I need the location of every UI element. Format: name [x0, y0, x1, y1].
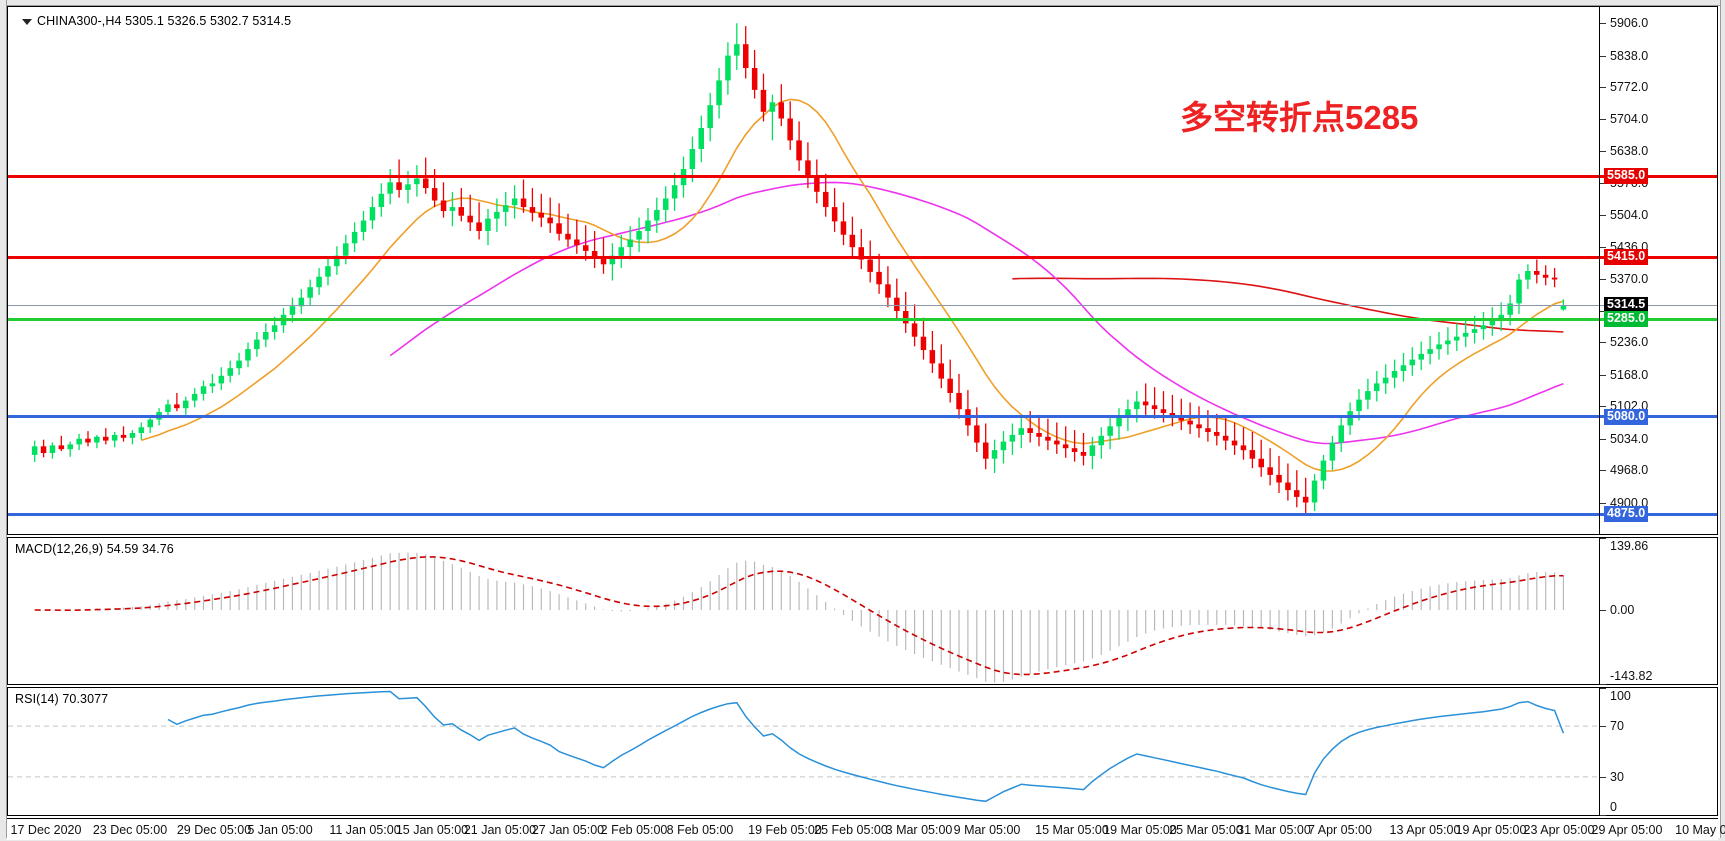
macd-tick-label: 0.00 — [1610, 602, 1635, 617]
time-axis-label: 2 Feb 05:00 — [600, 823, 668, 837]
price-tick-label: 5034.0 — [1610, 431, 1649, 446]
time-axis-label: 19 Feb 05:00 — [748, 823, 822, 837]
time-axis-label: 9 Mar 05:00 — [953, 823, 1021, 837]
chart-annotation: 多空转折点5285 — [1180, 99, 1419, 136]
price-tick — [1600, 183, 1606, 185]
window-frame-right — [1720, 0, 1725, 841]
time-axis-label: 23 Dec 05:00 — [92, 823, 168, 837]
rsi-plot-area — [8, 688, 1717, 815]
time-axis-label: 11 Jan 05:00 — [329, 823, 401, 837]
price-tick — [1600, 55, 1606, 57]
price-tick-label: 5906.0 — [1610, 16, 1649, 31]
price-tick — [1600, 278, 1606, 280]
level-line-5415[interactable] — [8, 255, 1717, 259]
time-axis-label: 19 Mar 05:00 — [1103, 823, 1177, 837]
price-tick — [1600, 342, 1606, 344]
price-tick-label: 5638.0 — [1610, 143, 1649, 158]
time-axis-label: 15 Mar 05:00 — [1035, 823, 1109, 837]
time-axis-label: 29 Dec 05:00 — [176, 823, 252, 837]
price-tag-5314-5[interactable]: 5314.5 — [1604, 297, 1649, 314]
rsi-tick-label: 70 — [1610, 719, 1624, 734]
time-axis-label: 27 Jan 05:00 — [531, 823, 605, 837]
time-axis-label: 31 Mar 05:00 — [1237, 823, 1311, 837]
price-tick-label: 5236.0 — [1610, 335, 1649, 350]
macd-pane[interactable]: MACD(12,26,9) 54.59 34.76 139.86 0.00 -143… — [7, 537, 1718, 685]
price-tick — [1600, 247, 1606, 249]
price-tick-label: 5838.0 — [1610, 48, 1649, 63]
price-tick-label: 5168.0 — [1610, 367, 1649, 382]
price-tick — [1600, 214, 1606, 216]
rsi-axis: 100 70 30 0 — [1599, 688, 1718, 816]
price-tick — [1600, 406, 1606, 408]
rsi-tick — [1600, 688, 1606, 689]
macd-tick — [1600, 684, 1606, 685]
price-tag-5285[interactable]: 5285.0 — [1604, 311, 1649, 328]
level-line-4875[interactable] — [8, 512, 1717, 516]
time-axis-label: 29 Apr 05:00 — [1591, 823, 1663, 837]
time-axis-label: 13 Apr 05:00 — [1389, 823, 1461, 837]
macd-tick-label: 139.86 — [1610, 539, 1649, 553]
macd-tick — [1600, 538, 1606, 539]
time-axis[interactable]: 17 Dec 2020 23 Dec 05:00 29 Dec 05:00 5 Jan… — [7, 818, 1725, 840]
time-axis-label: 17 Dec 2020 — [10, 823, 82, 837]
window-frame-left — [0, 0, 7, 841]
time-axis-label: 15 Jan 05:00 — [395, 823, 469, 837]
price-tick-label: 4900.0 — [1610, 495, 1649, 510]
price-tag-5585[interactable]: 5585.0 — [1604, 168, 1649, 185]
time-axis-label: 8 Feb 05:00 — [666, 823, 734, 837]
price-tick-label: 4968.0 — [1610, 463, 1649, 478]
price-tick — [1600, 311, 1606, 312]
level-line-5285[interactable] — [8, 317, 1717, 321]
caret-down-icon[interactable] — [22, 18, 32, 25]
time-axis-label: 3 Mar 05:00 — [885, 823, 953, 837]
price-tag-5080[interactable]: 5080.0 — [1604, 408, 1649, 425]
rsi-tick-label: 0 — [1610, 800, 1617, 814]
price-tick — [1600, 438, 1606, 440]
time-axis-label: 23 Apr 05:00 — [1523, 823, 1595, 837]
price-tick — [1600, 470, 1606, 472]
window-frame-top — [0, 0, 1725, 6]
price-tick — [1600, 87, 1606, 89]
price-tick — [1600, 119, 1606, 121]
price-tick — [1600, 374, 1606, 376]
rsi-tick-label: 30 — [1610, 769, 1624, 784]
time-axis-label: 25 Feb 05:00 — [814, 823, 888, 837]
price-tick-label: 5704.0 — [1610, 112, 1649, 127]
price-tick-label: 5772.0 — [1610, 80, 1649, 95]
level-line-5314-5[interactable] — [8, 304, 1717, 306]
price-tick — [1600, 150, 1606, 152]
level-line-5080[interactable] — [8, 415, 1717, 419]
price-tick — [1600, 23, 1606, 25]
price-plot-area[interactable] — [8, 7, 1717, 534]
symbol-header-text: CHINA300-,H4 5305.1 5326.5 5302.7 5314.5 — [37, 14, 292, 28]
macd-plot-area — [8, 538, 1717, 684]
rsi-pane[interactable]: RSI(14) 70.3077 100 70 30 0 — [7, 687, 1718, 816]
rsi-tick — [1600, 815, 1606, 816]
level-line-5585[interactable] — [8, 174, 1717, 178]
rsi-tick — [1600, 726, 1606, 728]
macd-label: MACD(12,26,9) 54.59 34.76 — [15, 542, 174, 556]
time-axis-label: 25 Mar 05:00 — [1169, 823, 1243, 837]
rsi-tick-label: 100 — [1610, 689, 1631, 703]
price-tick — [1600, 502, 1606, 504]
price-tag-5415[interactable]: 5415.0 — [1604, 249, 1649, 266]
macd-tick-label: -143.82 — [1610, 669, 1653, 683]
price-tag-4875[interactable]: 4875.0 — [1604, 506, 1649, 523]
price-axis[interactable]: 5906.05838.05772.05704.05638.05570.05504… — [1599, 7, 1718, 534]
price-pane[interactable]: CHINA300-,H4 5305.1 5326.5 5302.7 5314.5… — [7, 6, 1718, 535]
macd-tick — [1600, 609, 1606, 611]
price-tick-label: 5370.0 — [1610, 271, 1649, 286]
macd-axis: 139.86 0.00 -143.82 — [1599, 538, 1718, 685]
time-axis-label: 7 Apr 05:00 — [1308, 823, 1372, 837]
time-axis-label: 5 Jan 05:00 — [247, 823, 313, 837]
rsi-tick — [1600, 776, 1606, 778]
time-axis-label: 19 Apr 05:00 — [1455, 823, 1527, 837]
time-axis-label: 21 Jan 05:00 — [463, 823, 537, 837]
symbol-header[interactable]: CHINA300-,H4 5305.1 5326.5 5302.7 5314.5 — [22, 14, 291, 28]
time-axis-label: 10 May 05:00 — [1675, 823, 1725, 837]
price-tick-label: 5504.0 — [1610, 207, 1649, 222]
rsi-label: RSI(14) 70.3077 — [15, 692, 109, 706]
